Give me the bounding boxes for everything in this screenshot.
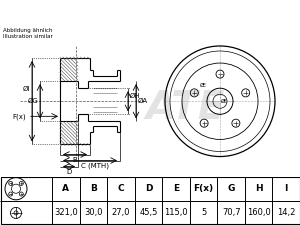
Text: B: B bbox=[90, 184, 97, 193]
Text: 24.0130-0224.1: 24.0130-0224.1 bbox=[62, 7, 166, 19]
Text: ØE: ØE bbox=[199, 83, 206, 88]
Text: ØE: ØE bbox=[221, 99, 228, 104]
Text: H: H bbox=[255, 184, 262, 193]
Text: 70,7: 70,7 bbox=[222, 208, 240, 217]
Text: 430224: 430224 bbox=[209, 7, 259, 19]
Text: A: A bbox=[62, 184, 69, 193]
Text: Illustration similar: Illustration similar bbox=[3, 34, 53, 39]
Text: F(x): F(x) bbox=[194, 184, 214, 193]
Text: ØG: ØG bbox=[27, 98, 38, 104]
Text: 160,0: 160,0 bbox=[247, 208, 271, 217]
Text: D: D bbox=[145, 184, 152, 193]
Text: B: B bbox=[73, 157, 77, 162]
Text: 5: 5 bbox=[201, 208, 206, 217]
Text: ØH: ØH bbox=[130, 93, 141, 99]
Text: C: C bbox=[118, 184, 124, 193]
Text: F(x): F(x) bbox=[12, 113, 26, 119]
Text: 27,0: 27,0 bbox=[112, 208, 130, 217]
Text: Abbildung ähnlich: Abbildung ähnlich bbox=[3, 28, 52, 33]
Text: 115,0: 115,0 bbox=[164, 208, 188, 217]
Text: C (MTH): C (MTH) bbox=[81, 162, 109, 169]
Text: 321,0: 321,0 bbox=[54, 208, 78, 217]
Text: D: D bbox=[66, 169, 72, 175]
Text: 45,5: 45,5 bbox=[139, 208, 158, 217]
Text: 14,2: 14,2 bbox=[277, 208, 296, 217]
Text: ØA: ØA bbox=[138, 98, 148, 104]
Text: ATE: ATE bbox=[145, 89, 225, 127]
Text: ØI: ØI bbox=[22, 86, 30, 92]
Text: I: I bbox=[284, 184, 288, 193]
Text: 30,0: 30,0 bbox=[84, 208, 103, 217]
Text: G: G bbox=[227, 184, 235, 193]
Text: E: E bbox=[173, 184, 179, 193]
